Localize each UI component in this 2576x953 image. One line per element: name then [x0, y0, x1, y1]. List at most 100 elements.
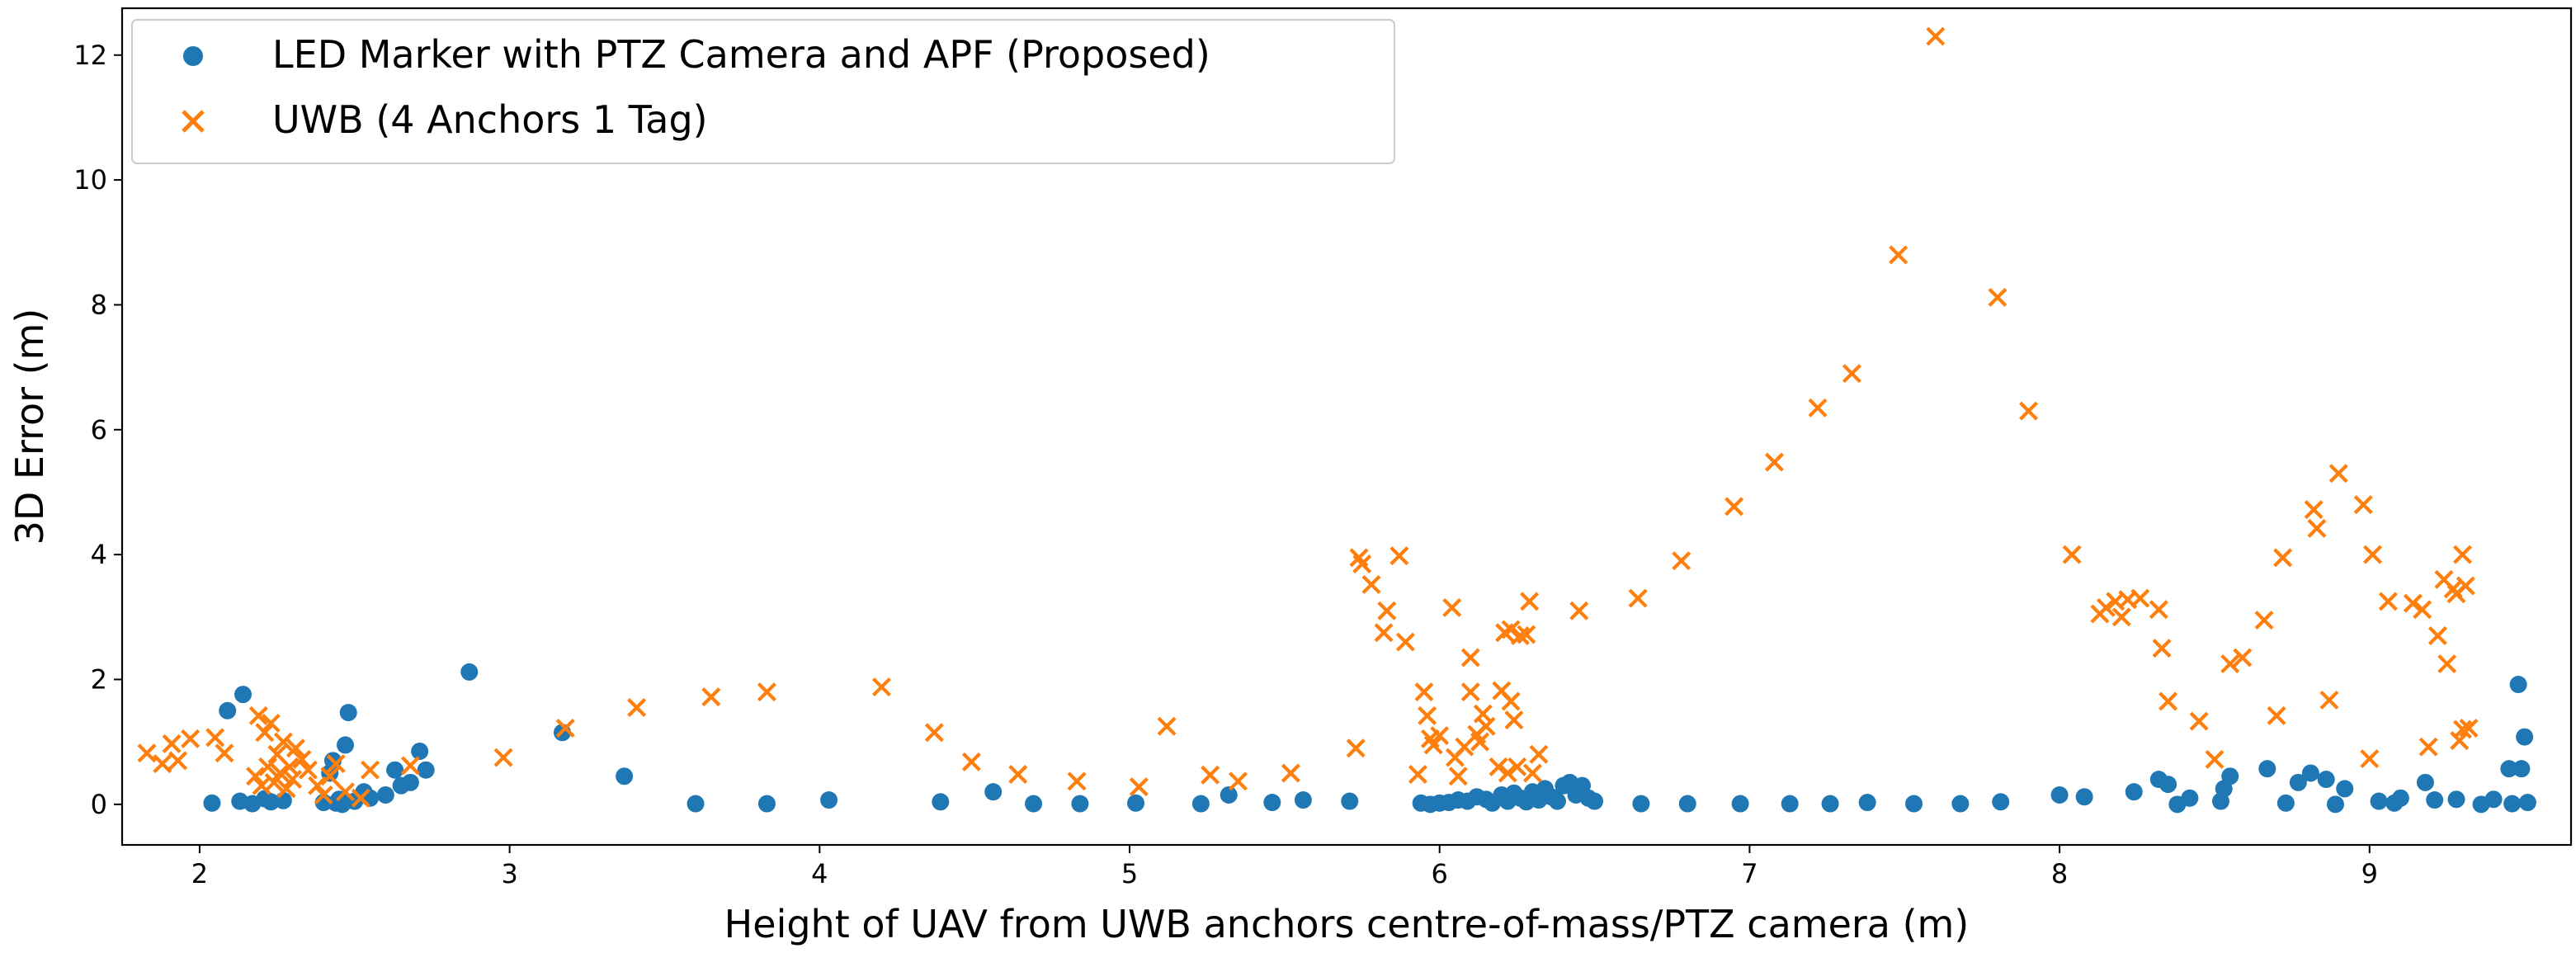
- data-point-x: [1460, 682, 1480, 702]
- data-point-circle: [1992, 793, 2010, 811]
- data-point-x: [276, 779, 296, 799]
- data-point-x: [248, 705, 268, 725]
- data-point-x: [400, 756, 420, 776]
- data-point-circle: [203, 794, 221, 812]
- x-tick-label: 2: [191, 858, 208, 889]
- data-point-x: [1067, 771, 1087, 791]
- data-point-x: [871, 677, 891, 697]
- data-point-circle: [2326, 795, 2344, 814]
- data-point-x: [298, 760, 318, 780]
- data-point-circle: [2221, 767, 2239, 786]
- data-point-x: [292, 749, 312, 769]
- data-point-circle: [2500, 760, 2518, 778]
- data-point-circle: [1905, 795, 1923, 813]
- data-point-circle: [932, 793, 950, 811]
- data-point-circle: [2516, 728, 2534, 746]
- data-point-circle: [984, 783, 1003, 801]
- data-point-circle: [1220, 786, 1238, 804]
- data-point-circle: [2289, 773, 2307, 791]
- x-tick-label: 9: [2361, 858, 2378, 889]
- data-point-x: [336, 782, 355, 802]
- data-point-x: [2453, 719, 2472, 739]
- data-point-circle: [2159, 776, 2177, 794]
- data-point-circle: [2181, 789, 2199, 807]
- y-tick-label: 10: [73, 164, 107, 196]
- data-point-x: [1529, 744, 1549, 764]
- data-point-x: [1470, 732, 1490, 752]
- legend-circle-marker: [183, 46, 203, 66]
- x-tick-label: 5: [1121, 858, 1138, 889]
- data-point-circle: [820, 791, 838, 809]
- y-tick-label: 6: [91, 414, 107, 446]
- data-point-circle: [1341, 792, 1359, 810]
- data-point-x: [1504, 710, 1524, 730]
- data-point-x: [493, 748, 513, 767]
- data-point-x: [283, 770, 303, 790]
- data-point-x: [2096, 597, 2116, 617]
- data-point-x: [205, 728, 225, 748]
- data-point-x: [1842, 364, 1861, 384]
- data-point-x: [1889, 245, 1908, 265]
- data-point-x: [2220, 654, 2240, 674]
- data-point-circle: [386, 761, 404, 779]
- data-point-x: [1448, 767, 1468, 786]
- data-point-circle: [337, 736, 355, 754]
- data-point-circle: [401, 773, 419, 791]
- data-point-x: [361, 760, 380, 780]
- data-marks: [137, 26, 2536, 814]
- data-point-circle: [1294, 791, 1312, 809]
- data-point-circle: [1678, 795, 1696, 813]
- data-point-circle: [376, 786, 394, 804]
- data-point-circle: [460, 663, 479, 681]
- axis-ticks: 2 3 4 5 6 7 8 9 0 2 4 6 8 10 12: [73, 40, 2378, 889]
- data-point-x: [1346, 738, 1366, 758]
- x-tick-label: 4: [811, 858, 828, 889]
- data-point-x: [1926, 26, 1946, 46]
- data-point-circle: [1731, 795, 1749, 813]
- data-point-x: [2459, 719, 2479, 738]
- data-point-x: [1520, 592, 1540, 611]
- data-point-x: [137, 743, 157, 763]
- data-point-x: [1501, 691, 1521, 711]
- x-axis-label: Height of UAV from UWB anchors centre-of…: [724, 902, 1970, 946]
- data-point-x: [1157, 716, 1177, 736]
- y-tick-label: 2: [91, 663, 107, 695]
- data-point-x: [1008, 765, 1028, 784]
- data-point-x: [2158, 691, 2178, 711]
- data-point-circle: [2518, 794, 2536, 812]
- data-point-x: [2267, 705, 2286, 725]
- data-point-x: [1395, 632, 1415, 652]
- data-point-circle: [2512, 760, 2531, 778]
- data-point-x: [1408, 765, 1427, 784]
- data-point-x: [1423, 735, 1443, 755]
- data-point-circle: [616, 767, 634, 786]
- data-point-x: [2130, 588, 2150, 608]
- data-point-circle: [234, 686, 252, 704]
- series-uwb: [137, 26, 2479, 808]
- data-point-x: [246, 767, 266, 786]
- data-point-x: [1352, 554, 1372, 573]
- data-point-x: [1418, 705, 1437, 725]
- data-point-x: [320, 767, 340, 786]
- data-point-circle: [274, 791, 292, 809]
- data-point-x: [1430, 726, 1450, 746]
- data-point-x: [1201, 765, 1220, 785]
- data-point-circle: [417, 761, 435, 779]
- data-point-x: [162, 734, 182, 753]
- data-point-x: [1460, 648, 1480, 668]
- data-point-x: [308, 776, 328, 795]
- y-axis-label: 3D Error (m): [7, 309, 52, 545]
- y-tick-label: 0: [91, 789, 107, 820]
- y-tick-label: 8: [91, 289, 107, 320]
- data-point-x: [2319, 690, 2339, 710]
- data-point-circle: [2317, 771, 2335, 789]
- data-point-circle: [2075, 788, 2093, 806]
- data-point-circle: [1632, 795, 1650, 813]
- data-point-x: [351, 788, 370, 808]
- data-point-x: [2152, 639, 2172, 658]
- legend-box: [131, 19, 1395, 164]
- data-point-circle: [2484, 790, 2503, 809]
- data-point-x: [1281, 763, 1300, 783]
